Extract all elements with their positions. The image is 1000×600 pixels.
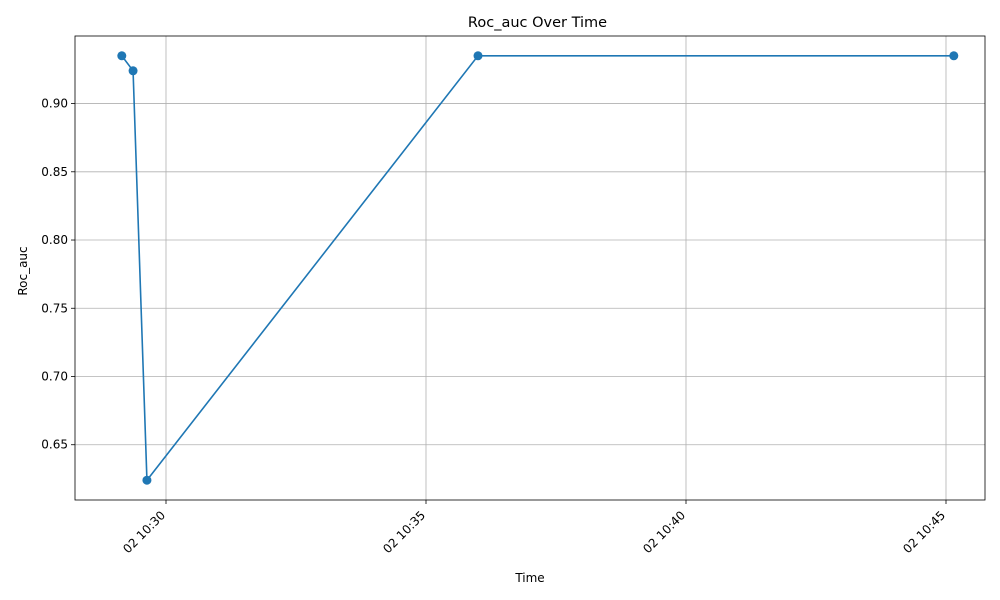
y-tick-label: 0.65: [41, 438, 68, 452]
y-tick-label: 0.90: [41, 97, 68, 111]
grid: [75, 36, 985, 500]
y-tick-label: 0.80: [41, 233, 68, 247]
data-point: [473, 51, 483, 61]
y-axis-ticks: 0.65 0.70 0.75 0.80 0.85 0.90: [41, 97, 75, 452]
data-point: [128, 66, 138, 76]
y-tick-label: 0.75: [41, 301, 68, 315]
data-point: [142, 475, 152, 485]
plot-frame: [74, 35, 986, 501]
chart-title: Roc_auc Over Time: [468, 15, 607, 31]
series-layer: [117, 51, 959, 485]
y-tick-label: 0.70: [41, 369, 68, 383]
data-point: [117, 51, 127, 61]
x-axis-label: Time: [514, 571, 544, 585]
y-axis-label: Roc_auc: [16, 246, 30, 295]
y-tick-label: 0.85: [41, 165, 68, 179]
data-point: [949, 51, 959, 61]
